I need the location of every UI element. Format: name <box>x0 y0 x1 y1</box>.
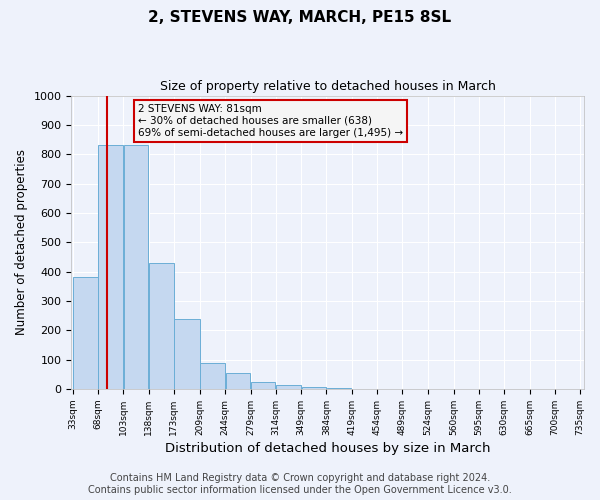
Bar <box>251 382 275 389</box>
Title: Size of property relative to detached houses in March: Size of property relative to detached ho… <box>160 80 496 93</box>
Text: Contains HM Land Registry data © Crown copyright and database right 2024.
Contai: Contains HM Land Registry data © Crown c… <box>88 474 512 495</box>
Bar <box>200 362 225 389</box>
Bar <box>73 278 98 389</box>
Bar <box>175 318 200 389</box>
Bar <box>302 388 326 389</box>
Y-axis label: Number of detached properties: Number of detached properties <box>15 150 28 336</box>
Text: 2, STEVENS WAY, MARCH, PE15 8SL: 2, STEVENS WAY, MARCH, PE15 8SL <box>148 10 452 25</box>
Bar <box>149 263 173 389</box>
Bar <box>226 373 250 389</box>
X-axis label: Distribution of detached houses by size in March: Distribution of detached houses by size … <box>165 442 490 455</box>
Bar <box>276 384 301 389</box>
Bar <box>327 388 352 389</box>
Bar <box>124 146 148 389</box>
Bar <box>98 146 123 389</box>
Text: 2 STEVENS WAY: 81sqm
← 30% of detached houses are smaller (638)
69% of semi-deta: 2 STEVENS WAY: 81sqm ← 30% of detached h… <box>138 104 403 138</box>
